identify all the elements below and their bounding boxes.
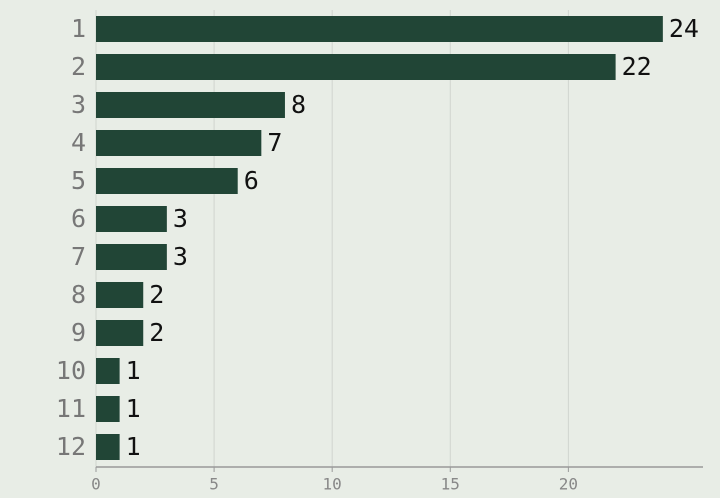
- y-tick-label: 1: [71, 14, 86, 43]
- value-label: 1: [126, 356, 141, 385]
- y-tick-label: 6: [71, 204, 86, 233]
- y-tick-label: 9: [71, 318, 86, 347]
- value-label: 22: [622, 52, 652, 81]
- bar: [96, 206, 167, 232]
- y-tick-label: 8: [71, 280, 86, 309]
- y-tick-label: 4: [71, 128, 86, 157]
- bar: [96, 282, 144, 308]
- bar: [96, 244, 167, 270]
- value-label: 1: [126, 394, 141, 423]
- bar: [96, 396, 120, 422]
- value-label: 2: [149, 280, 164, 309]
- value-label: 6: [244, 166, 259, 195]
- y-tick-label: 11: [56, 394, 86, 423]
- bar: [96, 16, 663, 42]
- value-label: 8: [291, 90, 306, 119]
- y-tick-label: 3: [71, 90, 86, 119]
- value-label: 2: [149, 318, 164, 347]
- x-tick-label: 15: [441, 475, 460, 494]
- y-tick-label: 2: [71, 52, 86, 81]
- x-tick-label: 0: [91, 475, 101, 494]
- value-label: 3: [173, 242, 188, 271]
- bar: [96, 358, 120, 384]
- bar: [96, 434, 120, 460]
- x-tick-label: 20: [559, 475, 578, 494]
- y-tick-label: 12: [56, 432, 86, 461]
- value-label: 1: [126, 432, 141, 461]
- bar: [96, 92, 285, 118]
- x-tick-label: 10: [323, 475, 342, 494]
- y-tick-label: 5: [71, 166, 86, 195]
- bar: [96, 168, 238, 194]
- value-label: 24: [669, 14, 699, 43]
- bar: [96, 54, 616, 80]
- x-tick-label: 5: [209, 475, 219, 494]
- bar: [96, 130, 262, 156]
- y-tick-label: 10: [56, 356, 86, 385]
- value-label: 3: [173, 204, 188, 233]
- value-label: 7: [267, 128, 282, 157]
- bar: [96, 320, 144, 346]
- y-tick-label: 7: [71, 242, 86, 271]
